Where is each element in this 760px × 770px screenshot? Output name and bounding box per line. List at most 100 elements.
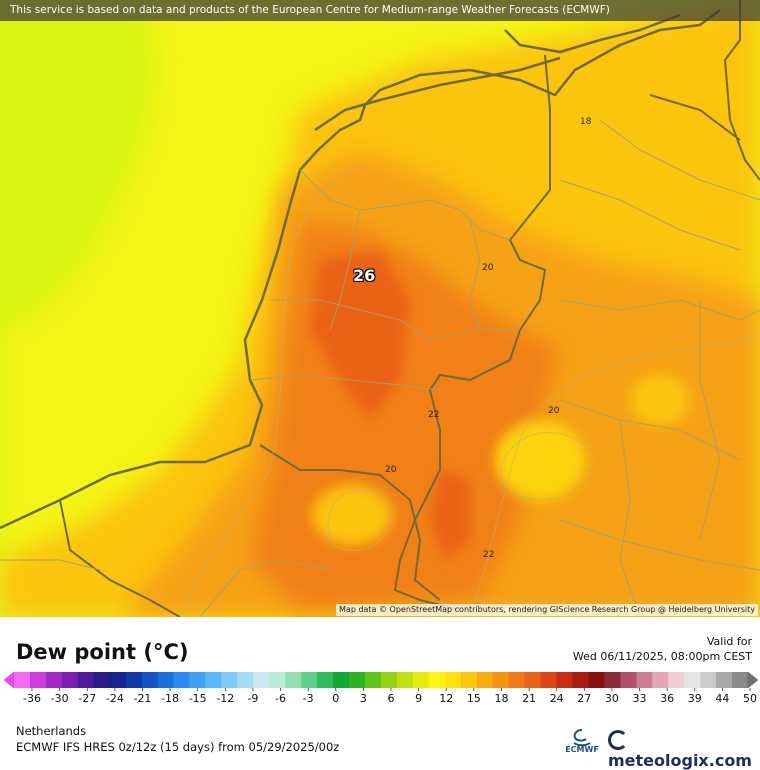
legend-tick-label: -18: [161, 692, 179, 705]
legend-tick-label: -9: [247, 692, 258, 705]
legend-swatch: [77, 672, 95, 688]
coastline: [0, 9, 721, 530]
legend-swatch: [381, 672, 398, 688]
legend-swatch: [540, 672, 558, 688]
ecmwf-emblem-icon: [573, 729, 591, 747]
legend-swatch: [492, 672, 510, 688]
border-province: [0, 119, 760, 617]
legend-tick-label: -3: [303, 692, 314, 705]
page-title: Dew point (°C): [16, 640, 189, 664]
legend-tick-label: 39: [688, 692, 702, 705]
legend-swatch: [93, 672, 111, 688]
legend-swatch: [189, 672, 206, 688]
legend-swatch: [365, 672, 382, 688]
legend-tick-label: -15: [189, 692, 207, 705]
ecmwf-logo[interactable]: ECMWF: [560, 728, 604, 756]
legend-swatch: [61, 672, 79, 688]
legend-swatch: [396, 672, 414, 688]
legend-swatch: [29, 672, 47, 688]
map-panel[interactable]: This service is based on data and produc…: [0, 0, 760, 617]
legend-swatch: [14, 672, 31, 688]
legend-swatch: [620, 672, 637, 688]
region-name: Netherlands: [16, 724, 87, 738]
legend-swatch: [588, 672, 605, 688]
legend-swatch: [524, 672, 542, 688]
legend-swatch: [237, 672, 254, 688]
contour-label: 18: [580, 117, 592, 127]
legend-swatch: [460, 672, 478, 688]
legend-swatch: [141, 672, 159, 688]
legend-swatch: [45, 672, 63, 688]
legend-swatch: [668, 672, 685, 688]
model-info: ECMWF IFS HRES 0z/12z (15 days) from 05/…: [16, 740, 340, 754]
legend-tick-label: 24: [550, 692, 564, 705]
valid-for-label: Valid for: [706, 635, 752, 648]
color-scale-legend: -36 -30 -27 -24 -21 -18 -15 -12 -9 -6 -3 0 3 6 9 12 15 18…: [0, 670, 760, 710]
legend-tick-label: 0: [332, 692, 339, 705]
legend-swatch: [444, 672, 462, 688]
legend-swatch: [556, 672, 573, 688]
legend-swatch: [109, 672, 127, 688]
legend-swatch: [349, 672, 366, 688]
legend-tick-label: -24: [106, 692, 124, 705]
legend-tick-label: 3: [360, 692, 367, 705]
data-source-banner: This service is based on data and produc…: [0, 0, 760, 21]
legend-tick-label: -12: [216, 692, 234, 705]
legend-swatch: [604, 672, 621, 688]
legend-tick-label: 9: [415, 692, 422, 705]
legend-swatch: [253, 672, 270, 688]
legend-tick-label: -6: [275, 692, 286, 705]
contour-label: 20: [548, 406, 560, 416]
legend-swatch: [684, 672, 701, 688]
contour-label: 22: [483, 550, 495, 560]
legend-tick-label: 27: [577, 692, 591, 705]
valid-datetime: Wed 06/11/2025, 08:00pm CEST: [572, 650, 752, 663]
legend-tick-label: -27: [78, 692, 96, 705]
legend-high-arrow: [747, 671, 759, 689]
legend-tick-label: 21: [522, 692, 536, 705]
legend-swatch: [205, 672, 222, 688]
legend-swatch: [317, 672, 334, 688]
map-attribution: Map data © OpenStreetMap contributors, r…: [336, 604, 758, 616]
contour-label: 20: [482, 263, 494, 273]
contour-label: 22: [428, 410, 440, 420]
cooler-patch-a: [312, 485, 392, 545]
contour-label: 20: [385, 465, 397, 475]
legend-swatch: [652, 672, 669, 688]
legend-tick-label: 33: [633, 692, 647, 705]
legend-swatch: [269, 672, 286, 688]
legend-tick-label: 15: [467, 692, 481, 705]
legend-swatch: [732, 672, 749, 688]
peak-area: [310, 250, 410, 420]
ecmwf-logo-text: ECMWF: [565, 745, 599, 754]
legend-swatch: [700, 672, 717, 688]
legend-tick-label: 36: [660, 692, 674, 705]
dew-point-field: [0, 0, 760, 617]
legend-tick-label: 6: [388, 692, 395, 705]
legend-bar: -36 -30 -27 -24 -21 -18 -15 -12 -9 -6 -3 0 3 6 9 12 15 18…: [3, 671, 759, 705]
banner-text: This service is based on data and produc…: [10, 4, 610, 16]
isotherm-contours: [179, 164, 760, 617]
meteologix-brand-text: meteologix.com: [608, 751, 752, 770]
legend-swatch: [333, 672, 350, 688]
legend-swatch: [285, 672, 302, 688]
meteologix-c-icon: [608, 730, 628, 750]
legend-tick-label: -30: [51, 692, 69, 705]
legend-tick-label: 30: [605, 692, 619, 705]
legend-swatch: [572, 672, 589, 688]
legend-tick-label: 44: [715, 692, 729, 705]
legend-tick-label: 50: [743, 692, 757, 705]
legend-tick-label: -36: [23, 692, 41, 705]
legend-tick-label: 12: [439, 692, 453, 705]
legend-swatch: [157, 672, 175, 688]
legend-swatch: [636, 672, 653, 688]
legend-swatch: [412, 672, 430, 688]
legend-swatch: [125, 672, 143, 688]
legend-swatch: [301, 672, 318, 688]
peak-area-south: [430, 470, 470, 560]
legend-swatch: [716, 672, 733, 688]
meteologix-logo[interactable]: meteologix.com: [608, 730, 760, 770]
legend-swatch: [476, 672, 494, 688]
peak-value-label: 26: [353, 266, 376, 285]
legend-swatch: [428, 672, 446, 688]
